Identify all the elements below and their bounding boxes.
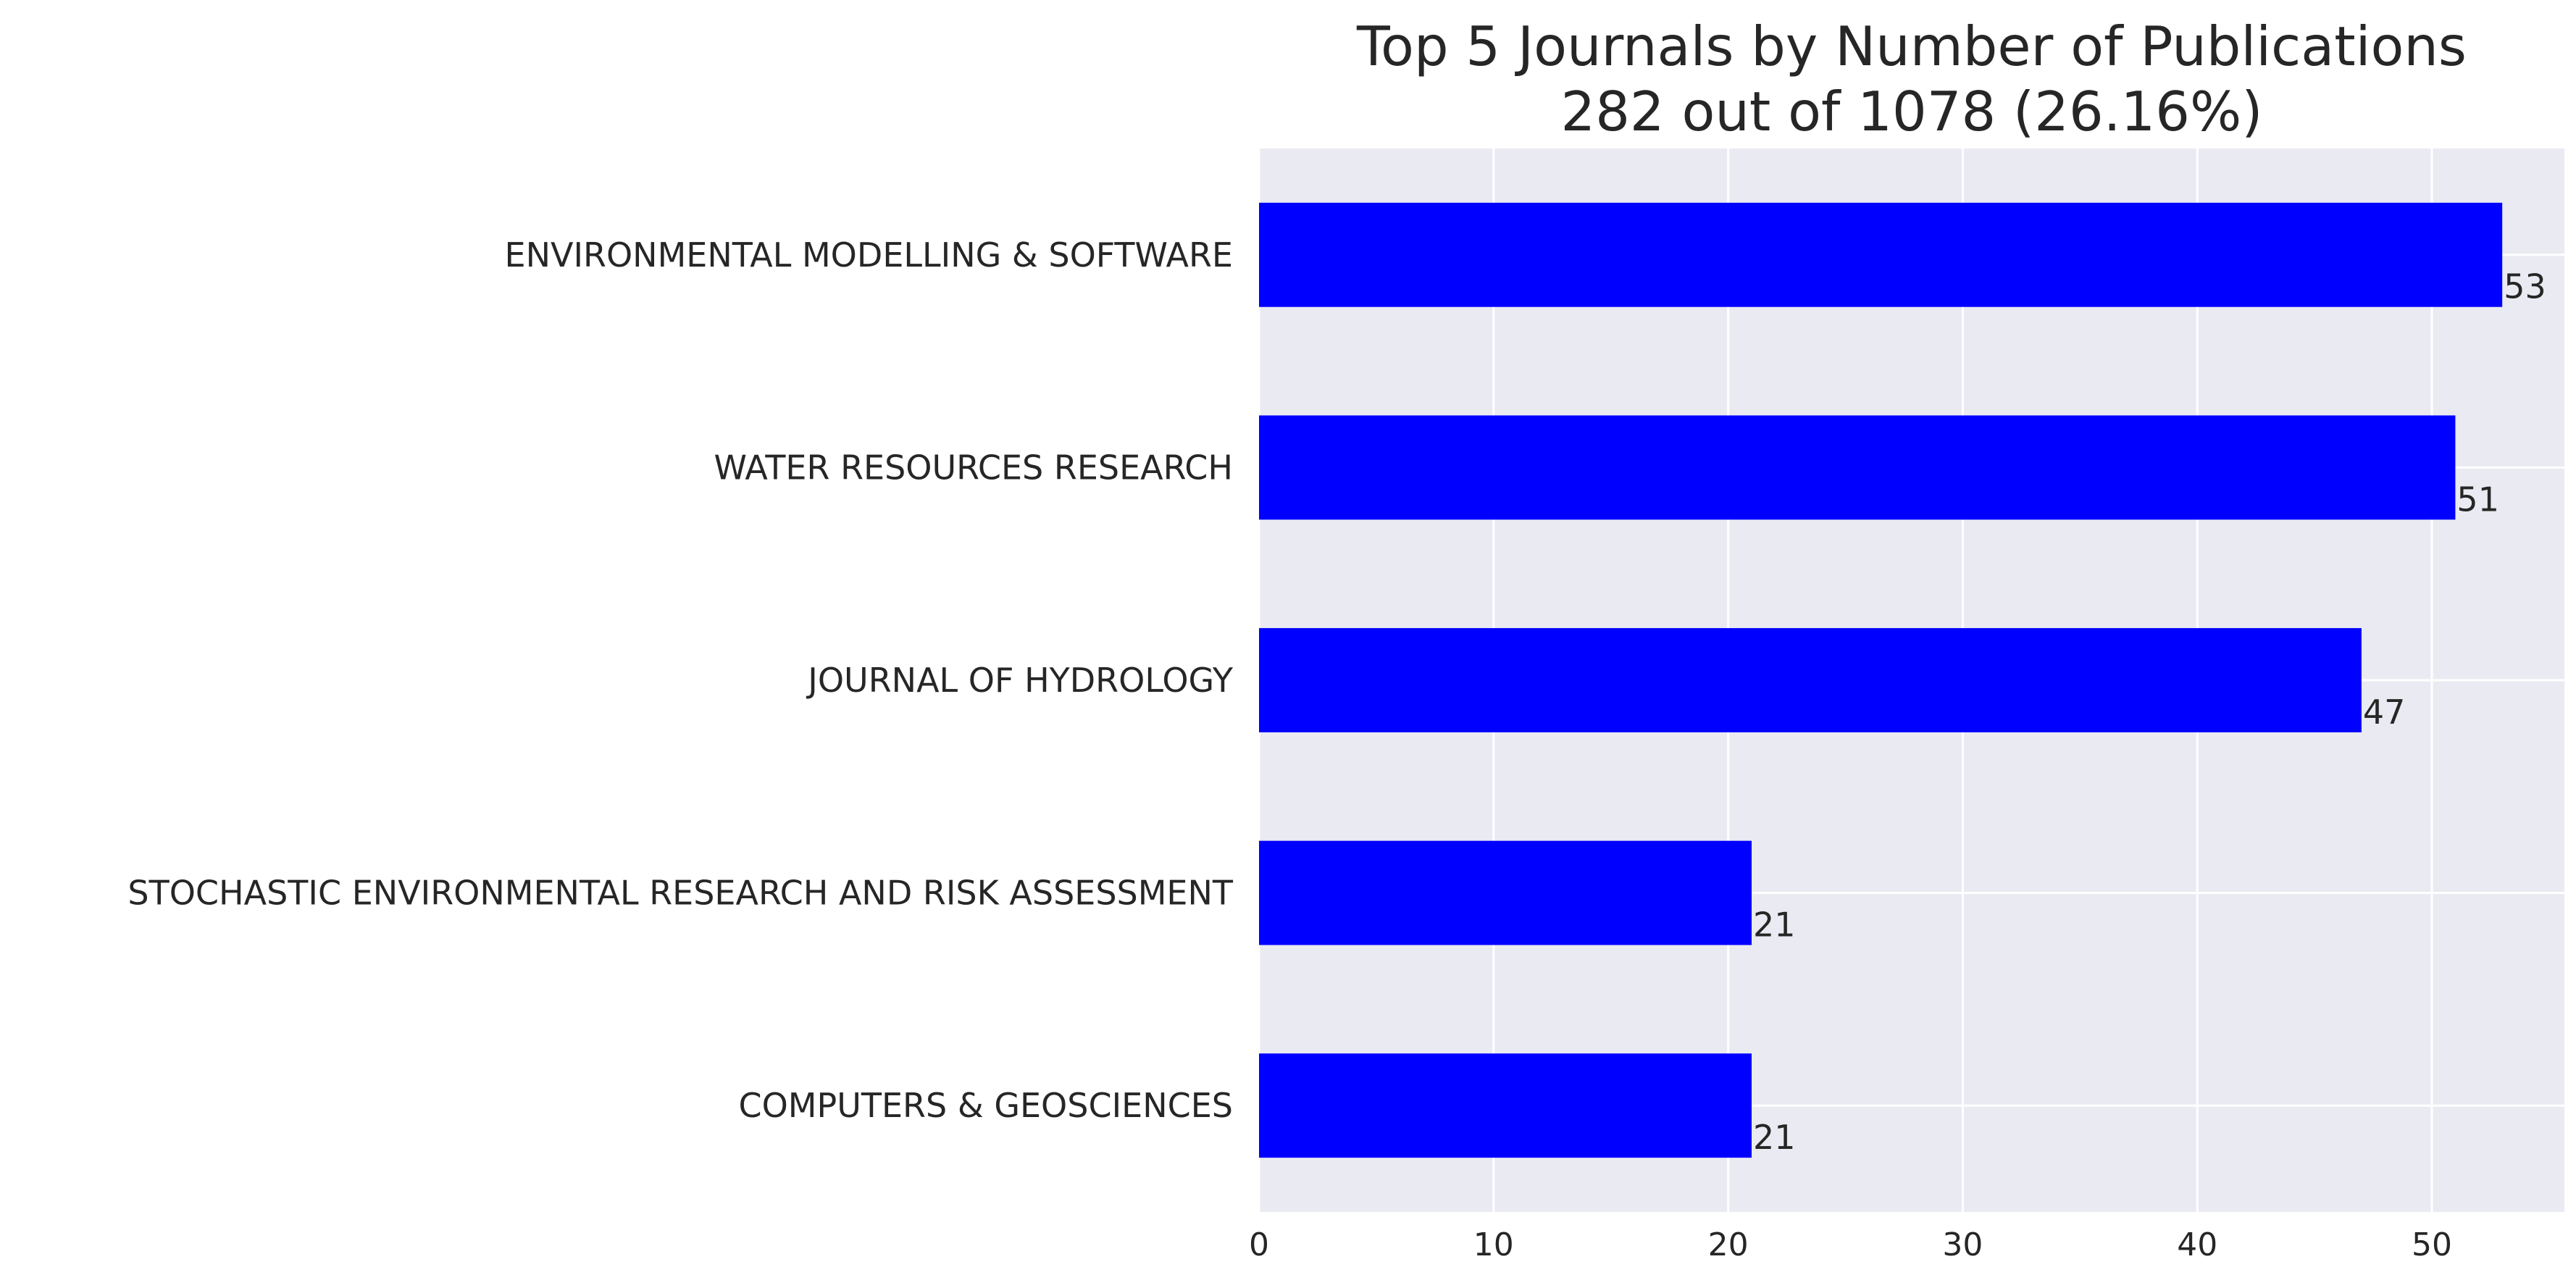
category-labels: ENVIRONMENTAL MODELLING & SOFTWARE WATER … [127, 235, 1233, 1125]
x-tick-label: 30 [1942, 1226, 1983, 1263]
bar-value-label: 53 [2504, 267, 2546, 306]
chart-subtitle: 282 out of 1078 (26.16%) [1561, 80, 2263, 143]
category-label: COMPUTERS & GEOSCIENCES [738, 1086, 1233, 1125]
category-label: STOCHASTIC ENVIRONMENTAL RESEARCH AND RI… [127, 874, 1233, 913]
value-labels: 53 51 47 21 21 [1753, 267, 2546, 1157]
category-label: JOURNAL OF HYDROLOGY [806, 661, 1234, 700]
x-tick-label: 0 [1249, 1226, 1269, 1263]
bar-value-label: 47 [2363, 693, 2406, 732]
x-tick-label: 10 [1473, 1226, 1514, 1263]
category-label: WATER RESOURCES RESEARCH [714, 448, 1233, 487]
bar [1259, 202, 2503, 307]
bar-value-label: 51 [2456, 480, 2499, 519]
x-tick-labels: 0 10 20 30 40 50 [1249, 1226, 2452, 1263]
chart-title: Top 5 Journals by Number of Publications [1356, 14, 2467, 78]
bars [1259, 202, 2503, 1158]
x-tick-label: 20 [1708, 1226, 1749, 1263]
bar [1259, 628, 2362, 732]
x-tick-label: 40 [2177, 1226, 2217, 1263]
bar [1259, 840, 1752, 945]
bar-value-label: 21 [1753, 1118, 1796, 1157]
bar [1259, 415, 2456, 520]
bar [1259, 1053, 1752, 1158]
bar-value-label: 21 [1753, 906, 1796, 945]
x-tick-label: 50 [2412, 1226, 2452, 1263]
category-label: ENVIRONMENTAL MODELLING & SOFTWARE [505, 235, 1234, 275]
